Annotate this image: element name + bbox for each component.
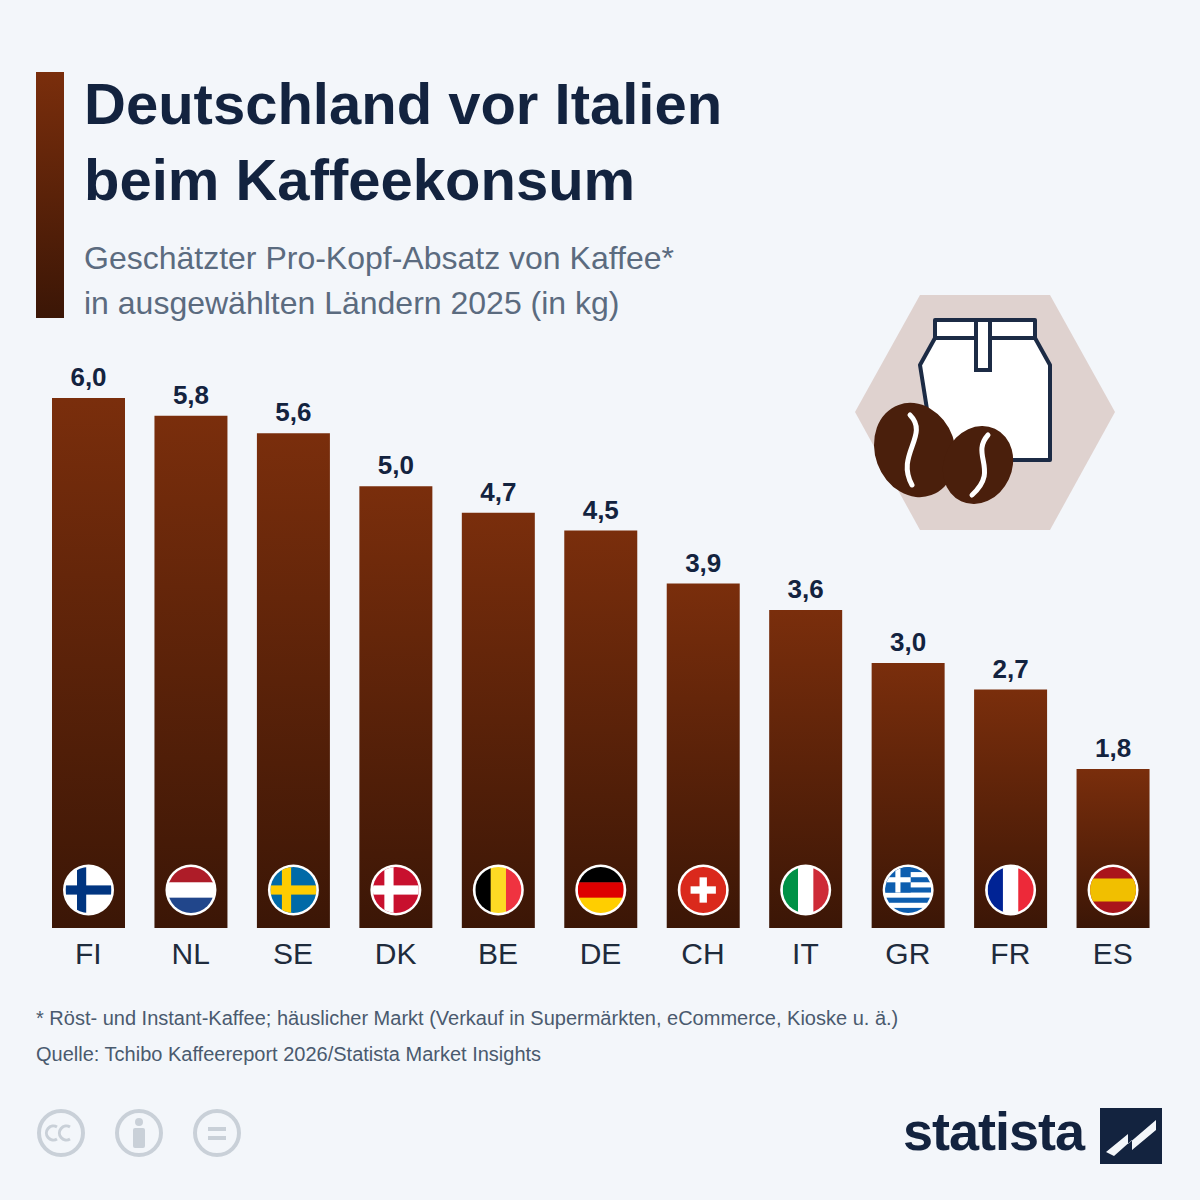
svg-text:6,0: 6,0: [70, 362, 106, 392]
svg-text:5,8: 5,8: [173, 380, 209, 410]
svg-text:NL: NL: [172, 937, 210, 970]
svg-text:CH: CH: [681, 937, 724, 970]
svg-text:GR: GR: [885, 937, 930, 970]
html-text:* Röst- und Instant-Kaffee; hä: * Röst- und Instant-Kaffee; häuslicher M…: [36, 1007, 899, 1029]
svg-text:3,0: 3,0: [890, 627, 926, 657]
svg-text:BE: BE: [478, 937, 518, 970]
html-text:beim Kaffeekonsum: beim Kaffeekonsum: [84, 147, 636, 212]
svg-text:IT: IT: [792, 937, 819, 970]
svg-text:DE: DE: [580, 937, 622, 970]
svg-text:3,9: 3,9: [685, 548, 721, 578]
svg-text:DK: DK: [375, 937, 417, 970]
html-text:Deutschland vor Italien: Deutschland vor Italien: [84, 71, 723, 136]
svg-text:1,8: 1,8: [1095, 733, 1131, 763]
html-text:in ausgewählten Ländern 2025 (: in ausgewählten Ländern 2025 (in kg): [84, 285, 620, 321]
svg-text:SE: SE: [273, 937, 313, 970]
svg-text:FR: FR: [990, 937, 1030, 970]
html-text:statista: statista: [902, 1101, 1084, 1161]
svg-text:ES: ES: [1093, 937, 1133, 970]
svg-text:5,0: 5,0: [378, 450, 414, 480]
svg-text:3,6: 3,6: [788, 574, 824, 604]
svg-text:4,5: 4,5: [583, 495, 619, 525]
html-text:Geschätzter Pro-Kopf-Absatz vo: Geschätzter Pro-Kopf-Absatz von Kaffee*: [84, 240, 674, 276]
html-text:Quelle: Tchibo Kaffeereport 20: Quelle: Tchibo Kaffeereport 2026/Statist…: [36, 1043, 542, 1065]
svg-text:2,7: 2,7: [993, 654, 1029, 684]
svg-text:FI: FI: [75, 937, 102, 970]
svg-text:4,7: 4,7: [480, 477, 516, 507]
svg-text:5,6: 5,6: [275, 397, 311, 427]
